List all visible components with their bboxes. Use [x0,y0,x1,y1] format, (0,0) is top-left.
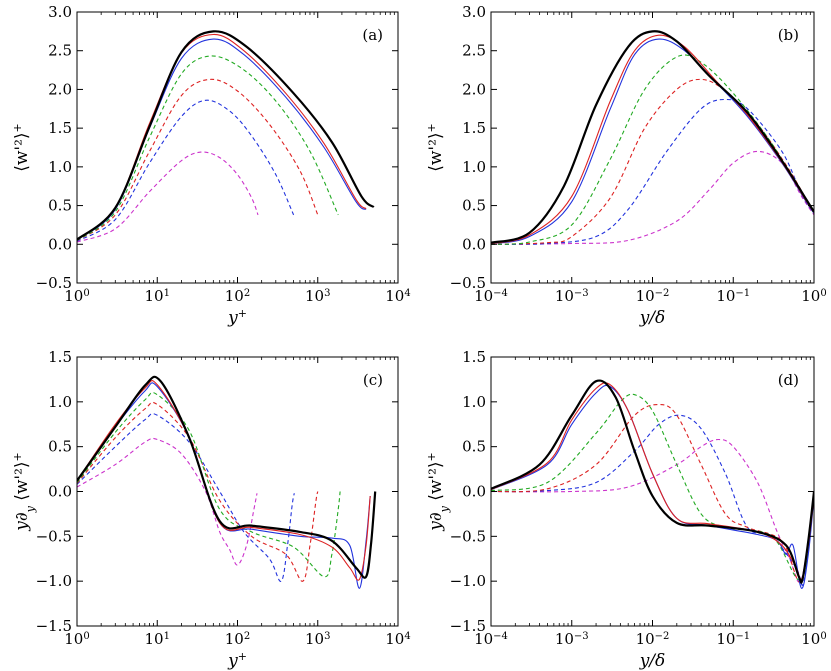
plot-frame [76,356,399,627]
y-tick-label: 1.5 [462,119,486,137]
x-axis-label: y+ [227,650,247,671]
y-axis-label: ⟨w'²⟩+ [425,123,447,172]
x-tick-label: 100 [801,630,826,648]
y-tick-label: −0.5 [450,527,486,545]
y-tick-label: 3.0 [462,3,486,21]
x-tick-label: 10−2 [636,287,670,305]
x-tick-label: 102 [225,630,250,648]
y-tick-label: 0.5 [462,438,486,456]
plot-frame [76,11,399,284]
x-tick-label: 10−1 [716,287,750,305]
x-tick-label: 104 [385,287,410,305]
panel-tag: (b) [778,26,799,44]
panel-tag: (d) [778,371,799,389]
series-case-2 [491,414,814,586]
y-tick-label: 0.0 [48,235,72,253]
series-case-3 [77,401,319,582]
x-tick-label: 100 [64,287,89,305]
y-tick-label: 1.0 [462,158,486,176]
panel-b: 10−4 10−3 10−2 10−1 100 −0.5 0.0 0.5 1.0 1.5 2.0 2.… [425,3,827,328]
y-tick-label: 1.5 [48,119,72,137]
panel-tag: (c) [363,371,383,389]
plot-frame [490,356,815,627]
y-tick-label: −1.0 [36,572,72,590]
y-tick-label: 1.5 [462,348,486,366]
series-case-7 [491,379,814,584]
series-case-5 [77,38,367,241]
panel-d: 10−4 10−3 10−2 10−1 100 −1.5 −1.0 −0.5 0.0 0.5 1.0… [425,348,827,671]
x-tick-label: 101 [145,287,170,305]
y-tick-label: 2.5 [48,42,72,60]
series-case-4 [77,55,339,241]
y-tick-label: −1.5 [450,617,486,635]
y-tick-label: 1.5 [48,348,72,366]
y-tick-label: −1.0 [450,572,486,590]
series-case-2 [77,413,295,582]
x-tick-label: 10−4 [474,630,508,648]
series-case-2 [491,98,814,245]
y-tick-label: −0.5 [36,527,72,545]
series-case-7 [491,30,814,244]
series-case-6 [491,382,814,581]
y-tick-label: 2.0 [462,80,486,98]
y-axis-label: y∂y ⟨w'²⟩+ [11,452,37,532]
series-case-5 [491,384,814,589]
y-tick-label: 0.0 [48,483,72,501]
x-tick-label: 10−1 [716,630,750,648]
x-tick-label: 10−3 [555,287,589,305]
y-tick-label: 1.0 [48,393,72,411]
y-tick-label: 1.0 [462,393,486,411]
x-tick-label: 100 [801,287,826,305]
series-case-1 [77,151,259,243]
y-tick-label: 3.0 [48,3,72,21]
series-case-6 [491,34,814,245]
series-case-3 [77,78,319,241]
series-case-4 [491,393,814,581]
y-axis-label: ⟨w'²⟩+ [11,123,33,172]
x-axis-label: y/δ [639,651,666,671]
y-tick-label: 0.5 [48,197,72,215]
y-tick-label: 1.0 [48,158,72,176]
series-case-4 [77,391,341,578]
y-tick-label: −0.5 [450,274,486,292]
series-case-7 [77,30,375,241]
series-case-5 [77,382,371,589]
x-tick-label: 100 [64,630,89,648]
y-tick-label: 0.0 [462,235,486,253]
y-tick-label: 0.0 [462,483,486,501]
y-tick-label: 2.0 [48,80,72,98]
x-tick-label: 10−4 [474,287,508,305]
series-case-6 [77,33,367,241]
y-tick-label: −1.5 [36,617,72,635]
y-tick-label: −0.5 [36,274,72,292]
x-tick-label: 10−2 [636,630,670,648]
y-tick-label: 2.5 [462,42,486,60]
x-axis-label: y+ [227,307,247,329]
series-case-5 [491,38,814,245]
x-tick-label: 103 [305,287,330,305]
y-axis-label: y∂y ⟨w'²⟩+ [425,452,451,532]
plot-frame [490,11,815,284]
series-case-3 [491,78,814,245]
series-case-1 [491,150,814,245]
panel-c: 100 101 102 103 104 −1.5 −1.0 −0.5 0.0 0.5 1.0 1.5 (… [11,348,411,671]
y-tick-label: 0.5 [48,438,72,456]
x-axis-label: y/δ [639,308,666,328]
x-tick-label: 103 [305,630,330,648]
series-case-1 [77,437,258,566]
panel-tag: (a) [362,26,383,44]
series-case-6 [77,380,371,581]
series-case-2 [77,99,295,242]
panel-a: 100 101 102 103 104 −0.5 0.0 0.5 1.0 1.5 2.0 2.5 3.0… [11,3,411,328]
series-case-1 [491,438,814,583]
x-tick-label: 104 [385,630,410,648]
series-case-4 [491,54,814,245]
x-tick-label: 101 [145,630,170,648]
series-case-7 [77,375,377,579]
y-tick-label: 0.5 [462,197,486,215]
x-tick-label: 102 [225,287,250,305]
x-tick-label: 10−3 [555,630,589,648]
